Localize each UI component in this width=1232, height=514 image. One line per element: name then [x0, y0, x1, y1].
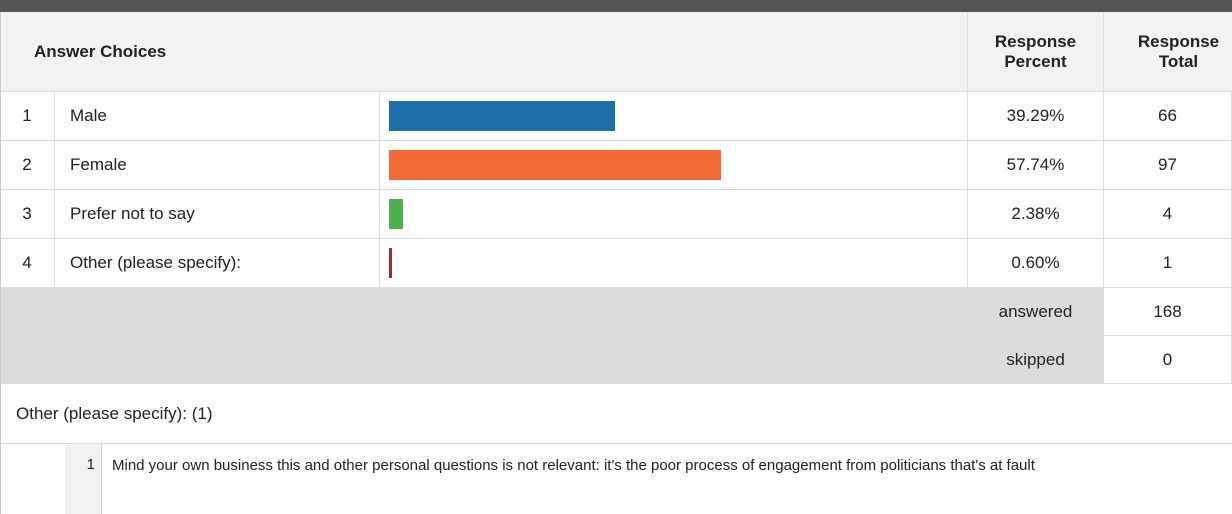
row-total: 1	[1104, 239, 1232, 288]
row-percent: 2.38%	[968, 190, 1104, 239]
response-number-band	[65, 444, 102, 514]
row-percent: 39.29%	[968, 92, 1104, 141]
bar-cell	[380, 239, 968, 288]
top-bar	[0, 0, 1232, 12]
header-response-percent: Response Percent	[994, 31, 1077, 71]
bar-cell	[380, 190, 968, 239]
other-title: Other (please specify): (1)	[16, 403, 213, 423]
bar-cell	[380, 92, 968, 141]
row-label: Male	[55, 92, 380, 141]
row-label: Prefer not to say	[55, 190, 380, 239]
answered-label: answered	[998, 301, 1073, 321]
row-percent: 57.74%	[968, 141, 1104, 190]
row-percent: 0.60%	[968, 239, 1104, 288]
row-total: 4	[1104, 190, 1232, 239]
header-response-total: Response Total	[1137, 31, 1220, 71]
summary-cell: 0	[1104, 336, 1232, 384]
header-cell: Answer Choices	[0, 12, 968, 92]
row-number: 4	[0, 239, 55, 288]
header-cell: Response Percent	[968, 12, 1104, 92]
skipped-label: skipped	[1006, 349, 1065, 369]
bar	[389, 150, 721, 180]
header-answer-choices: Answer Choices	[34, 41, 167, 61]
other-title-cell: Other (please specify): (1)	[0, 384, 1232, 444]
summary-cell: 168	[1104, 288, 1232, 336]
bar	[389, 101, 615, 131]
skipped-value: 0	[1162, 349, 1173, 369]
summary-blank	[0, 288, 968, 384]
summary-cell: skipped	[968, 336, 1104, 384]
row-number: 2	[0, 141, 55, 190]
row-total: 97	[1104, 141, 1232, 190]
header-cell: Response Total	[1104, 12, 1232, 92]
answered-value: 168	[1153, 301, 1182, 321]
bar	[389, 199, 403, 229]
row-total: 66	[1104, 92, 1232, 141]
response-text: Mind your own business this and other pe…	[112, 457, 1035, 474]
row-label: Other (please specify):	[55, 239, 380, 288]
row-label: Female	[55, 141, 380, 190]
row-number: 1	[0, 92, 55, 141]
summary-cell: answered	[968, 288, 1104, 336]
bar-cell	[380, 141, 968, 190]
bar	[389, 248, 393, 278]
left-border	[0, 12, 1, 514]
row-number: 3	[0, 190, 55, 239]
response-number: 1	[86, 456, 95, 473]
